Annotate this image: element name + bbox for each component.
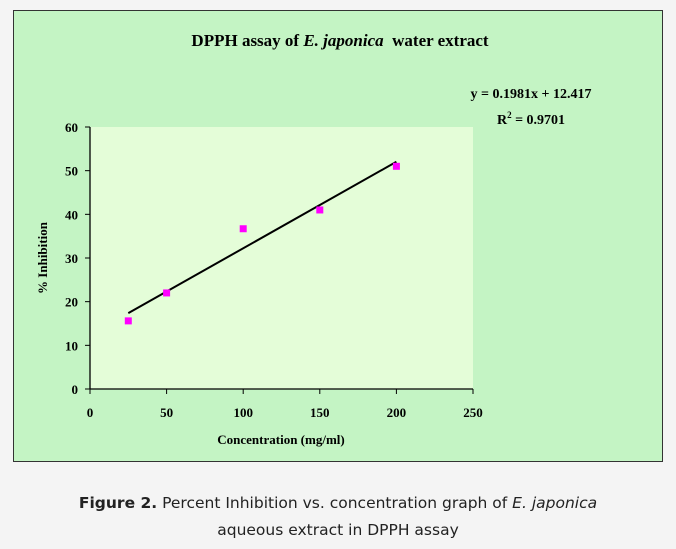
y-tick-label: 40: [65, 207, 78, 222]
caption-text-line2: aqueous extract in DPPH assay: [217, 521, 459, 539]
caption-species: E. japonica: [512, 494, 598, 512]
data-point: [239, 225, 247, 233]
data-point: [316, 206, 324, 214]
data-point: [163, 289, 171, 297]
x-tick-label: 100: [233, 405, 253, 420]
x-axis-label: Concentration (mg/ml): [217, 432, 344, 447]
y-tick-label: 50: [65, 164, 78, 179]
y-tick-label: 30: [65, 251, 78, 266]
caption-label: Figure 2.: [78, 494, 158, 512]
y-axis-label: % Inhibition: [35, 221, 50, 294]
plot-area: [90, 127, 473, 389]
x-tick-label: 250: [463, 405, 483, 420]
y-tick-label: 0: [72, 382, 79, 397]
r-squared: R2 = 0.9701: [497, 110, 565, 128]
y-tick-label: 20: [65, 295, 78, 310]
x-tick-label: 200: [387, 405, 407, 420]
x-tick-label: 150: [310, 405, 330, 420]
figure-caption: Figure 2. Percent Inhibition vs. concent…: [0, 490, 676, 544]
trendline-equation: y = 0.1981x + 12.417: [471, 87, 592, 102]
data-point: [392, 162, 400, 170]
x-tick-label: 0: [87, 405, 94, 420]
chart-title: DPPH assay of E. japonica water extract: [191, 31, 488, 50]
caption-text: Percent Inhibition vs. concentration gra…: [157, 494, 513, 512]
data-point: [124, 317, 132, 325]
y-tick-label: 60: [65, 120, 78, 135]
y-tick-label: 10: [65, 338, 78, 353]
scatter-chart: DPPH assay of E. japonica water extract …: [35, 31, 592, 447]
x-tick-label: 50: [160, 405, 173, 420]
trendline: [127, 160, 397, 315]
